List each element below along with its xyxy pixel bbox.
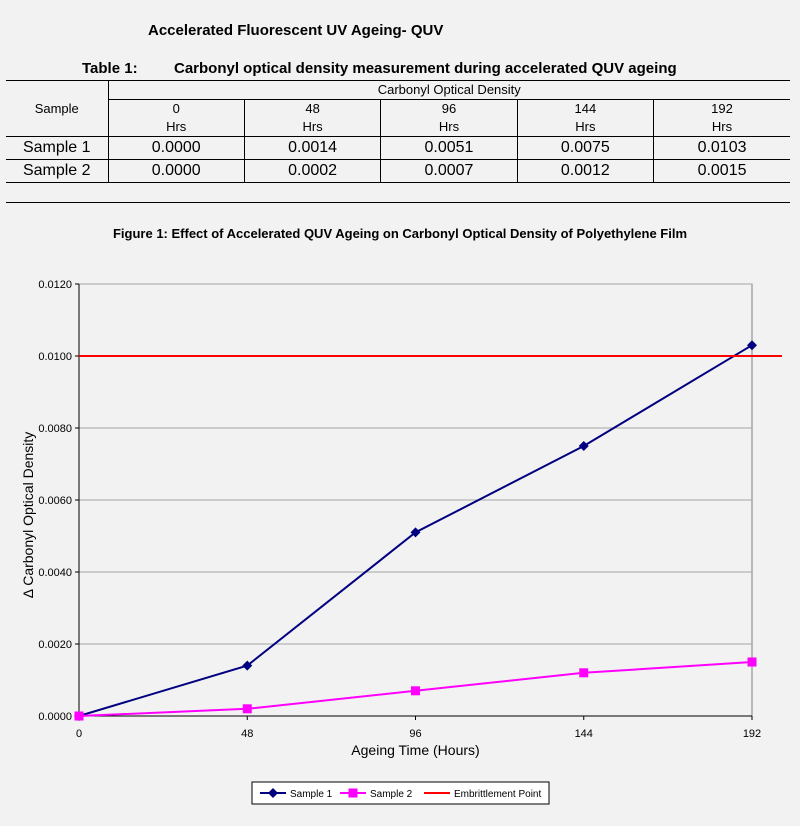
table-caption-number: Table 1:	[82, 60, 138, 77]
data-point	[242, 704, 252, 714]
time-header-unit: Hrs	[380, 118, 518, 137]
y-tick-label: 0.0000	[38, 711, 72, 723]
density-cell: 0.0002	[243, 159, 381, 183]
carbonyl-density-table: Sample Carbonyl Optical Density 0 48 96 …	[6, 80, 790, 183]
y-tick-label: 0.0080	[38, 423, 72, 435]
time-unit-row: Hrs Hrs Hrs Hrs Hrs	[6, 118, 790, 137]
y-tick-label: 0.0040	[38, 567, 72, 579]
density-cell: 0.0014	[243, 136, 381, 160]
sample-name-cell: Sample 2	[6, 159, 108, 183]
time-header-value: 144	[516, 99, 654, 118]
time-header-unit: Hrs	[653, 118, 790, 137]
time-header-unit: Hrs	[243, 118, 381, 137]
legend-label: Sample 1	[290, 789, 333, 800]
table-bottom-rule	[6, 202, 790, 203]
time-header-value: 192	[653, 99, 790, 118]
data-point	[747, 340, 757, 351]
sample-name-cell: Sample 1	[6, 136, 108, 160]
time-header-unit: Hrs	[516, 118, 654, 137]
data-point	[268, 788, 278, 798]
x-tick-label: 0	[76, 728, 82, 740]
data-point	[747, 657, 757, 667]
group-column-header: Carbonyl Optical Density	[107, 80, 790, 100]
density-cell: 0.0000	[107, 159, 245, 183]
y-tick-label: 0.0020	[38, 639, 72, 651]
sample-column-header: Sample	[6, 80, 108, 137]
table-caption: Table 1: Carbonyl optical density measure…	[82, 60, 782, 77]
data-point	[242, 660, 253, 671]
data-point	[74, 711, 84, 721]
table-caption-text: Carbonyl optical density measurement dur…	[174, 60, 677, 77]
y-tick-label: 0.0100	[38, 351, 72, 363]
x-tick-label: 144	[575, 728, 593, 740]
density-cell: 0.0000	[107, 136, 245, 160]
time-header-value: 48	[243, 99, 381, 118]
x-axis-label: Ageing Time (Hours)	[351, 742, 479, 758]
table-row: Sample 1 0.0000 0.0014 0.0051 0.0075 0.0…	[6, 136, 790, 160]
y-tick-label: 0.0060	[38, 495, 72, 507]
legend-box	[251, 781, 550, 805]
figure-title: Figure 1: Effect of Accelerated QUV Agei…	[112, 226, 688, 241]
density-cell: 0.0103	[653, 136, 790, 160]
table-row: Sample 2 0.0000 0.0002 0.0007 0.0012 0.0…	[6, 159, 790, 183]
density-cell: 0.0075	[516, 136, 654, 160]
y-tick-label: 0.0120	[38, 279, 72, 291]
x-tick-label: 48	[241, 728, 253, 740]
x-tick-label: 192	[743, 728, 761, 740]
data-point	[411, 686, 420, 696]
time-header-value: 0	[107, 99, 245, 118]
legend-label: Embrittlement Point	[454, 789, 541, 800]
x-tick-label: 96	[409, 728, 421, 740]
data-point	[578, 441, 589, 451]
document-title: Accelerated Fluorescent UV Ageing- QUV	[148, 22, 444, 39]
time-header-value: 96	[380, 99, 518, 118]
time-value-row: 0 48 96 144 192	[6, 99, 790, 118]
data-point	[579, 668, 589, 678]
density-cell: 0.0051	[380, 136, 518, 160]
time-header-unit: Hrs	[107, 118, 245, 137]
data-point	[348, 788, 358, 798]
legend-label: Sample 2	[370, 789, 413, 800]
table-header-row: Sample Carbonyl Optical Density	[6, 80, 790, 137]
density-cell: 0.0015	[653, 159, 790, 183]
density-cell: 0.0007	[380, 159, 518, 183]
data-point	[410, 527, 421, 538]
y-axis-label: Δ Carbonyl Optical Density	[20, 432, 36, 599]
density-cell: 0.0012	[516, 159, 654, 183]
